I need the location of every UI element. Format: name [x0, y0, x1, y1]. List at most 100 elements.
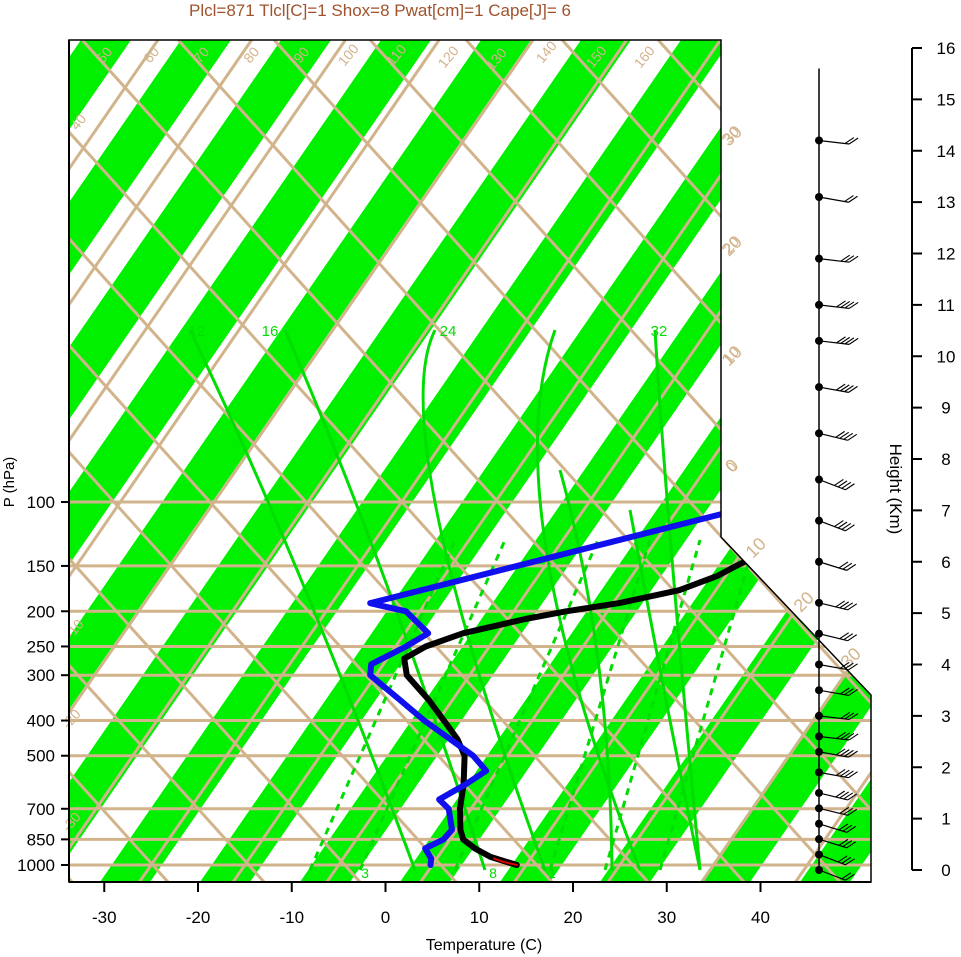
green-band	[900, 40, 961, 882]
wind-barb-feather	[835, 383, 846, 391]
dry-adiabat	[69, 40, 362, 882]
wind-barb	[818, 751, 849, 758]
pressure-tick-label: 150	[27, 557, 55, 576]
pressure-tick-label: 500	[27, 747, 55, 766]
mixing-ratio-label: 8	[489, 865, 497, 881]
wind-barb-feather	[844, 749, 854, 757]
moist-adiabat-label: 24	[440, 323, 457, 340]
pressure-tick-label: 700	[27, 800, 55, 819]
wind-barb-feather	[848, 663, 858, 671]
wind-barb-feather	[848, 733, 859, 741]
wind-barb-feather	[844, 688, 854, 696]
wind-barb-feather	[840, 300, 851, 308]
wind-barb-feather	[839, 632, 850, 640]
green-band	[69, 40, 331, 882]
dry-adiabat	[69, 40, 650, 882]
wind-barb-feather	[848, 712, 859, 720]
height-axis-label: Height (Km)	[886, 444, 905, 535]
wind-barb	[818, 854, 846, 866]
isotherm	[419, 40, 871, 882]
wind-barb	[818, 689, 849, 697]
wind-barb-feather	[839, 687, 850, 695]
wind-barb-feather	[843, 807, 854, 815]
wind-barb-feather	[847, 808, 858, 816]
moist-adiabat	[188, 329, 417, 871]
wind-barb-feather	[840, 336, 851, 344]
temperature-axis-label: Temperature (C)	[426, 937, 542, 954]
wind-barb-feather	[839, 661, 850, 669]
temperature-tick-label: 30	[657, 908, 676, 927]
height-tick-label: 15	[937, 90, 956, 109]
green-band	[400, 40, 871, 882]
isotherm-label: 10	[718, 342, 746, 370]
dry-adiabat	[81, 40, 842, 882]
wind-barb	[818, 771, 849, 779]
wind-barb-feather	[847, 433, 858, 441]
height-tick-label: 0	[941, 861, 950, 880]
wind-barb-feather	[840, 711, 851, 719]
wind-barb-feather	[839, 384, 850, 392]
wind-barb	[818, 823, 847, 833]
pressure-tick-label: 1000	[17, 856, 55, 875]
wind-barb-feather	[839, 806, 850, 814]
chart-title: Plcl=871 Tlcl[C]=1 Shox=8 Pwat[cm]=1 Cap…	[189, 1, 571, 20]
pressure-tick-label: 200	[27, 602, 55, 621]
dry-adiabat	[273, 40, 871, 882]
wind-barb-feather	[846, 825, 857, 833]
wind-barb-feather	[848, 301, 859, 309]
wind-barb-feather	[846, 563, 857, 571]
wind-barb-feather	[848, 750, 858, 758]
wind-barb	[818, 633, 848, 642]
moist-adiabat	[628, 509, 702, 871]
wind-barb-feather	[845, 858, 855, 866]
wind-barb	[818, 869, 846, 881]
moist-adiabat-label: 12	[189, 323, 206, 340]
moist-adiabat	[421, 329, 547, 871]
wind-barb-feather	[845, 483, 855, 491]
wind-barb-feather	[840, 254, 851, 262]
wind-barb	[818, 838, 847, 849]
wind-barb-feather	[848, 771, 858, 779]
wind-barb-feather	[841, 856, 852, 864]
moist-adiabat	[283, 329, 487, 871]
mixing-ratio-line	[308, 539, 457, 871]
wind-barb-feather	[834, 479, 844, 486]
height-tick-label: 13	[937, 193, 956, 212]
mixing-ratio-label: 1	[548, 865, 556, 881]
wind-barb-feather	[835, 748, 846, 756]
wind-barb-feather	[839, 749, 850, 757]
wind-barb-feather	[838, 561, 849, 569]
pressure-tick-label: 300	[27, 666, 55, 685]
dry-adiabat	[69, 40, 266, 882]
wind-barb-feather	[848, 689, 858, 696]
wind-barb-feather	[844, 337, 855, 345]
wind-barb-feather	[837, 521, 848, 529]
temperature-tick-label: 40	[751, 908, 770, 927]
dry-adiabat-label: 160	[631, 43, 658, 71]
wind-barb-feather	[845, 873, 855, 881]
mixing-ratio-label: 3	[361, 865, 369, 881]
green-band	[69, 40, 631, 882]
wind-barb	[818, 478, 846, 491]
wind-barb-feather	[847, 634, 858, 642]
wind-barb-feather	[836, 732, 846, 739]
wind-barb-feather	[836, 300, 846, 308]
wind-barb-feather	[848, 385, 858, 393]
mixing-ratio-line	[603, 539, 702, 871]
isotherm	[69, 40, 347, 882]
dry-adiabat-label: 100	[335, 41, 362, 69]
moist-adiabat	[653, 329, 702, 871]
wind-barb-feather	[839, 601, 850, 609]
isotherm-label: 20	[790, 588, 818, 616]
wind-barb	[818, 304, 850, 310]
wind-barb	[818, 386, 849, 393]
wind-barb-feather	[843, 432, 854, 440]
dry-adiabat	[69, 40, 554, 882]
wind-barb-feather	[835, 790, 845, 798]
wind-barb-feather	[839, 431, 850, 439]
wind-barb-feather	[844, 255, 855, 263]
pressure-axis-label: P (hPa)	[1, 457, 18, 508]
moist-adiabat	[558, 469, 614, 871]
green-band	[200, 40, 831, 882]
